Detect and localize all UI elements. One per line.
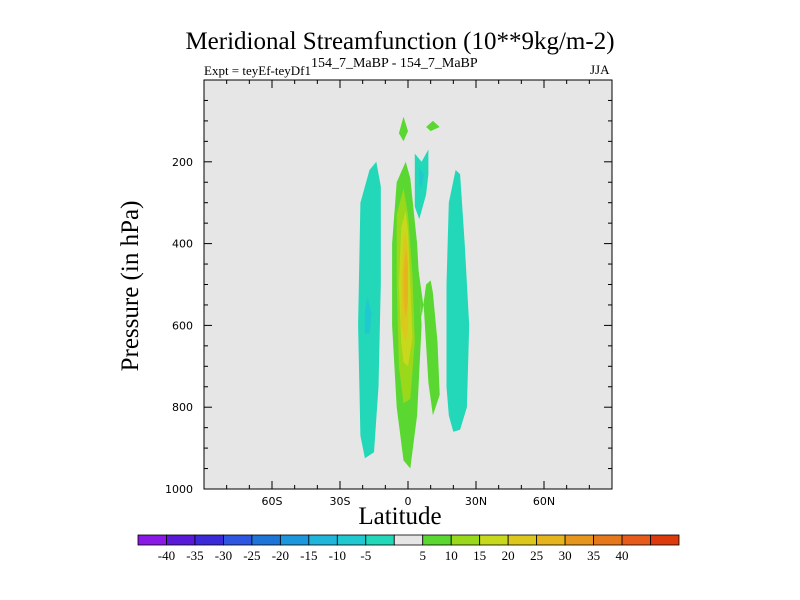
colorbar-label: -10 [329, 548, 346, 563]
colorbar-swatch [308, 534, 338, 546]
colorbar-swatch [564, 534, 594, 546]
colorbar-label: -25 [243, 548, 260, 563]
colorbar-label: 35 [587, 548, 600, 563]
colorbar-swatch [507, 534, 538, 546]
colorbar-swatch [650, 534, 680, 546]
y-tick-label: 200 [172, 156, 193, 169]
colorbar-swatch [422, 534, 452, 546]
x-tick-label: 0 [405, 495, 412, 508]
colorbar-swatch [336, 534, 367, 546]
x-tick-label: 30S [330, 495, 351, 508]
x-axis-title: Latitude [358, 503, 442, 530]
colorbar-swatch [621, 534, 651, 546]
contour-cell-upper-core [419, 167, 424, 189]
x-tick-label: 60N [533, 495, 555, 508]
colorbar-label: -35 [186, 548, 203, 563]
colorbar-label: 20 [502, 548, 515, 563]
season-label: JJA [590, 62, 610, 77]
x-tick-label: 30N [465, 495, 487, 508]
colorbar-swatch [450, 534, 481, 546]
colorbar-swatch [479, 534, 509, 546]
contour-cell-top-left [398, 116, 408, 142]
colorbar-swatch [251, 534, 281, 546]
colorbar-swatch [536, 534, 566, 546]
colorbar-label: 15 [473, 548, 486, 563]
y-tick-label: 600 [172, 319, 193, 332]
colorbar-swatch [279, 534, 310, 546]
y-tick-label: 1000 [165, 483, 193, 496]
colorbar-swatch [137, 534, 167, 546]
colorbar-swatch [194, 534, 224, 546]
chart-title: Meridional Streamfunction (10**9kg/m-2) [185, 28, 615, 55]
y-tick-label: 400 [172, 238, 193, 251]
colorbar-label: 5 [419, 548, 426, 563]
subtitle-center: 154_7_MaBP - 154_7_MaBP [310, 56, 478, 71]
y-axis-title: Pressure (in hPa) [117, 200, 144, 372]
y-tick-label: 800 [172, 401, 193, 414]
contour-cell-north-band [446, 170, 470, 432]
colorbar-swatch [223, 534, 253, 546]
colorbar-label: -5 [360, 548, 371, 563]
colorbar-swatch [393, 534, 424, 546]
colorbar-label: -40 [158, 548, 175, 563]
colorbar-label: -15 [300, 548, 317, 563]
contour-cell-main-25 [403, 247, 408, 318]
contour-cell-north-arm [414, 243, 440, 416]
contour-cell-south-core [364, 296, 372, 334]
chart-subtitle: Expt = teyEf-teyDf1154_7_MaBP - 154_7_Ma… [204, 56, 478, 80]
colorbar-swatch [365, 534, 395, 546]
contour-cell-top-right [426, 120, 440, 132]
subtitle-left: Expt = teyEf-teyDf1 [204, 63, 311, 78]
colorbar-swatch [166, 534, 196, 546]
colorbar-label: 40 [616, 548, 629, 563]
colorbar-label: 25 [530, 548, 543, 563]
colorbar-label: 10 [445, 548, 458, 563]
colorbar-label: -20 [272, 548, 289, 563]
colorbar-swatch [593, 534, 623, 546]
colorbar-label: -30 [215, 548, 232, 563]
x-tick-label: 60S [262, 495, 283, 508]
colorbar-label: 30 [559, 548, 572, 563]
